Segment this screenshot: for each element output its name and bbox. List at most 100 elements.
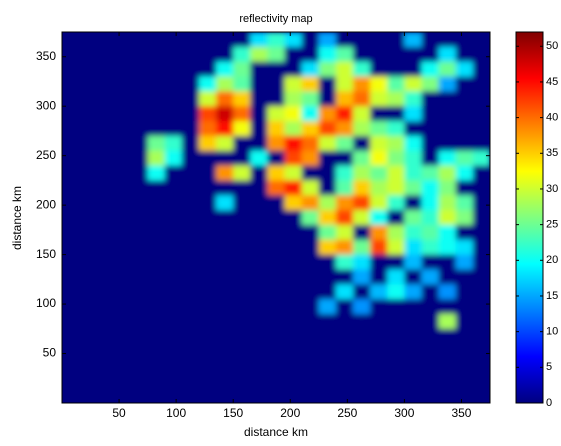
heatmap-cell xyxy=(472,61,490,78)
heatmap-cell xyxy=(181,32,200,48)
heatmap-cell xyxy=(130,343,149,359)
heatmap-cell xyxy=(96,254,114,270)
heatmap-cell xyxy=(335,328,354,345)
heatmap-cell xyxy=(216,106,234,122)
heatmap-cell xyxy=(130,195,149,211)
heatmap-cell xyxy=(267,135,286,152)
heatmap-cell xyxy=(250,373,268,389)
heatmap-cell xyxy=(113,343,131,359)
heatmap-cell xyxy=(147,269,166,285)
heatmap-cell xyxy=(198,299,217,315)
heatmap-cell xyxy=(181,373,200,389)
colorbar-tick-label: 0 xyxy=(546,397,552,409)
heatmap-cell xyxy=(301,76,320,92)
heatmap-cell xyxy=(370,373,388,389)
heatmap-cell xyxy=(164,165,183,181)
heatmap-cell xyxy=(250,32,268,48)
heatmap-cell xyxy=(113,91,131,107)
heatmap-cell xyxy=(284,343,303,359)
heatmap-cell xyxy=(438,165,457,181)
heatmap-cell xyxy=(301,328,320,345)
heatmap-cell xyxy=(387,46,405,63)
heatmap-cell xyxy=(370,61,388,78)
heatmap-cell xyxy=(284,121,303,137)
heatmap-cell xyxy=(96,358,114,374)
colorbar-tick-label: 15 xyxy=(546,290,558,302)
heatmap-cell xyxy=(335,373,354,389)
heatmap-cell xyxy=(198,388,217,403)
heatmap-cell xyxy=(198,343,217,359)
heatmap-cell xyxy=(96,165,114,181)
heatmap-cell xyxy=(438,210,457,226)
heatmap-cell xyxy=(353,328,371,345)
heatmap-cell xyxy=(284,180,303,196)
heatmap-cell xyxy=(284,313,303,330)
heatmap-cell xyxy=(233,210,251,226)
heatmap-cell xyxy=(318,224,337,241)
heatmap-cell xyxy=(387,32,405,48)
x-axis-label: distance km xyxy=(244,425,308,439)
heatmap-cell xyxy=(455,224,474,241)
heatmap-cell xyxy=(438,269,457,285)
heatmap-cell xyxy=(267,388,286,403)
heatmap-cell xyxy=(233,46,251,63)
heatmap-cell xyxy=(284,210,303,226)
heatmap-cell xyxy=(301,373,320,389)
heatmap-cell xyxy=(455,269,474,285)
heatmap-cell xyxy=(267,121,286,137)
heatmap-cell xyxy=(318,121,337,137)
heatmap-cell xyxy=(79,76,97,92)
heatmap-cell xyxy=(438,121,457,137)
heatmap-cell xyxy=(96,76,114,92)
heatmap-cell xyxy=(284,195,303,211)
heatmap-cell xyxy=(181,313,200,330)
heatmap-cell xyxy=(335,195,354,211)
heatmap-cell xyxy=(147,343,166,359)
heatmap-cell xyxy=(472,106,490,122)
heatmap-cell xyxy=(387,224,405,241)
heatmap-cell xyxy=(318,254,337,270)
heatmap-cell xyxy=(233,269,251,285)
heatmap-cell xyxy=(147,210,166,226)
heatmap-cell xyxy=(438,61,457,78)
heatmap-cell xyxy=(62,210,80,226)
heatmap-cell xyxy=(301,343,320,359)
heatmap-cell xyxy=(79,195,97,211)
y-tick-label: 150 xyxy=(36,247,56,261)
heatmap-cell xyxy=(301,239,320,256)
heatmap-cell xyxy=(198,269,217,285)
heatmap-cell xyxy=(301,224,320,241)
heatmap-cell xyxy=(335,180,354,196)
heatmap-cell xyxy=(96,121,114,137)
heatmap-cell xyxy=(164,61,183,78)
heatmap-cell xyxy=(267,210,286,226)
heatmap-cell xyxy=(301,91,320,107)
heatmap-cell xyxy=(181,269,200,285)
heatmap-cell xyxy=(267,313,286,330)
heatmap-cell xyxy=(113,46,131,63)
heatmap-cell xyxy=(147,32,166,48)
heatmap-cell xyxy=(472,269,490,285)
heatmap-cell xyxy=(301,165,320,181)
heatmap-cell xyxy=(472,299,490,315)
heatmap-cell xyxy=(96,313,114,330)
heatmap-cell xyxy=(216,239,234,256)
heatmap-cell xyxy=(164,135,183,152)
heatmap-cell xyxy=(455,373,474,389)
heatmap-cell xyxy=(233,76,251,92)
heatmap-cell xyxy=(421,76,440,92)
colorbar xyxy=(515,31,544,404)
heatmap-cell xyxy=(216,269,234,285)
heatmap-cell xyxy=(455,195,474,211)
heatmap-cell xyxy=(284,165,303,181)
heatmap-cell xyxy=(370,284,388,300)
heatmap-cell xyxy=(335,284,354,300)
heatmap-cell xyxy=(284,299,303,315)
heatmap-cell xyxy=(79,313,97,330)
heatmap-cell xyxy=(113,210,131,226)
heatmap-cell xyxy=(164,299,183,315)
heatmap-cell xyxy=(96,269,114,285)
heatmap-cell xyxy=(455,61,474,78)
heatmap-cell xyxy=(233,284,251,300)
